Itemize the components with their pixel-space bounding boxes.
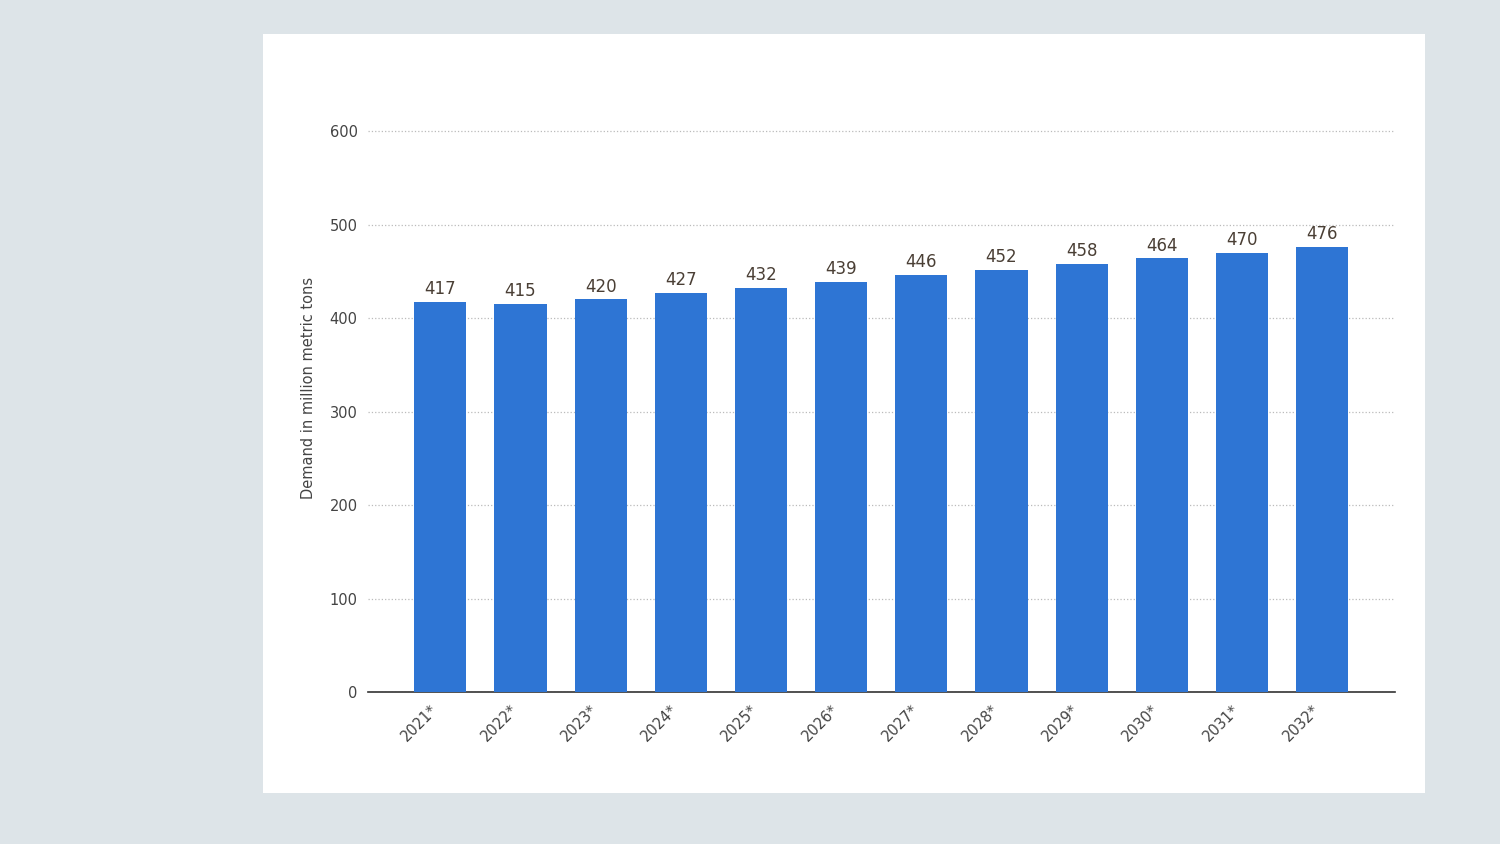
Bar xyxy=(414,302,466,692)
Bar xyxy=(1216,252,1267,692)
Text: 420: 420 xyxy=(585,278,616,295)
Bar xyxy=(896,275,948,692)
Text: 458: 458 xyxy=(1066,242,1098,260)
Y-axis label: Demand in million metric tons: Demand in million metric tons xyxy=(302,277,316,500)
Text: 432: 432 xyxy=(746,267,777,284)
Bar xyxy=(1056,264,1108,692)
Bar xyxy=(495,304,546,692)
Text: 446: 446 xyxy=(906,253,938,272)
Text: 417: 417 xyxy=(424,280,456,299)
Text: 439: 439 xyxy=(825,260,856,278)
Text: 464: 464 xyxy=(1146,236,1178,255)
Bar xyxy=(1296,247,1348,692)
Text: 452: 452 xyxy=(986,248,1017,266)
Bar xyxy=(815,282,867,692)
Bar xyxy=(735,288,788,692)
Bar xyxy=(1136,258,1188,692)
Text: 470: 470 xyxy=(1227,231,1258,249)
Text: 415: 415 xyxy=(504,283,537,300)
Bar xyxy=(574,300,627,692)
Bar xyxy=(654,293,706,692)
Text: 476: 476 xyxy=(1306,225,1338,243)
Text: 427: 427 xyxy=(664,271,696,289)
Bar xyxy=(975,269,1028,692)
